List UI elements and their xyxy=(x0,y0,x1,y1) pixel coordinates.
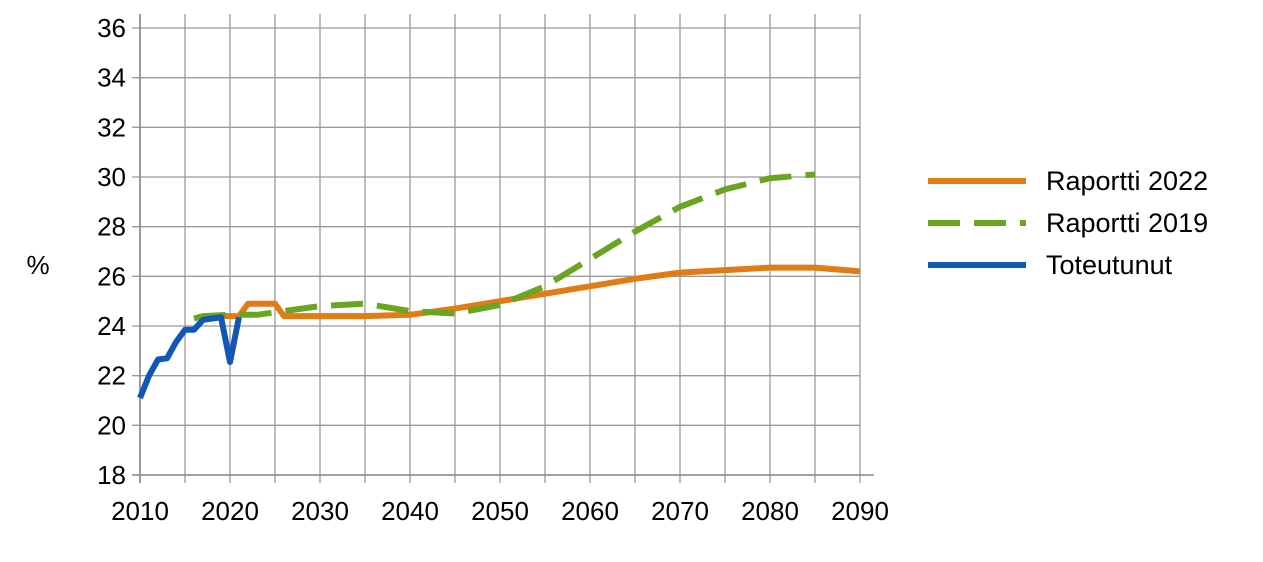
y-tick-label: 18 xyxy=(97,460,126,490)
y-tick-label: 28 xyxy=(97,212,126,242)
y-tick-label: 36 xyxy=(97,13,126,43)
axes xyxy=(132,14,874,483)
series-lines xyxy=(137,171,861,400)
legend-label: Raportti 2022 xyxy=(1046,166,1208,196)
y-tick-label: 34 xyxy=(97,63,126,93)
x-tick-label: 2040 xyxy=(381,496,439,526)
legend: Raportti 2022 Raportti 2019 Toteutunut xyxy=(928,166,1208,280)
legend-label: Toteutunut xyxy=(1046,250,1173,280)
y-tick-labels: 18 20 22 24 26 28 30 32 34 36 xyxy=(97,13,126,490)
gridlines xyxy=(132,14,861,483)
legend-label: Raportti 2019 xyxy=(1046,208,1208,238)
y-tick-label: 20 xyxy=(97,410,126,440)
x-tick-label: 2060 xyxy=(561,496,619,526)
x-tick-label: 2070 xyxy=(651,496,709,526)
series-line-raportti-2019 xyxy=(193,171,816,322)
x-tick-label: 2010 xyxy=(111,496,169,526)
y-tick-label: 26 xyxy=(97,261,126,291)
series-line-toteutunut xyxy=(137,314,242,400)
x-tick-label: 2020 xyxy=(201,496,259,526)
x-tick-labels: 2010 2020 2030 2040 2050 2060 2070 2080 2090 xyxy=(111,496,889,526)
x-tick-label: 2030 xyxy=(291,496,349,526)
x-tick-label: 2080 xyxy=(741,496,799,526)
y-tick-label: 24 xyxy=(97,311,126,341)
x-tick-label: 2090 xyxy=(831,496,889,526)
y-tick-label: 30 xyxy=(97,162,126,192)
y-axis-label: % xyxy=(26,250,49,280)
y-tick-label: 32 xyxy=(97,112,126,142)
y-tick-label: 22 xyxy=(97,361,126,391)
x-tick-label: 2050 xyxy=(471,496,529,526)
